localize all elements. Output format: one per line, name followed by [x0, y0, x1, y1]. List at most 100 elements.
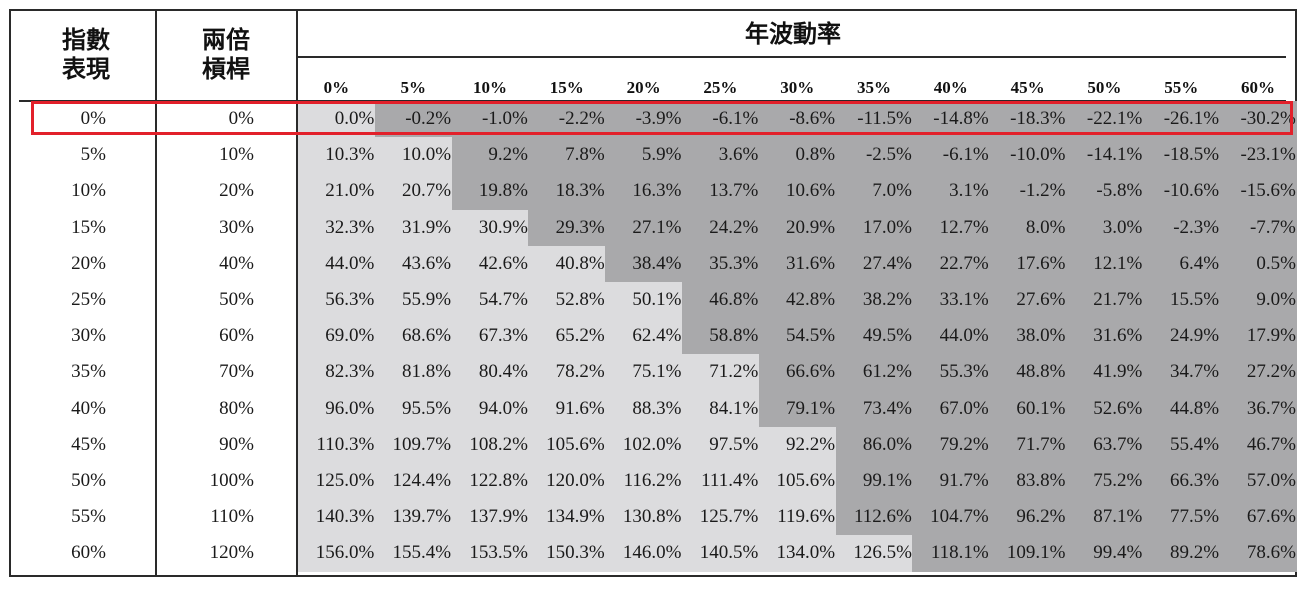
table-cell: 91.7% — [912, 463, 990, 500]
table-cell: 61.2% — [835, 354, 913, 392]
table-cell: 27.4% — [835, 245, 913, 283]
table-cell: -22.1% — [1066, 101, 1144, 138]
table-cell: 49.5% — [835, 318, 913, 355]
table-cell: 31.6% — [1066, 318, 1144, 355]
index-performance-cell: 0% — [80, 108, 106, 129]
volatility-column-header: 20% — [626, 78, 661, 97]
header-volatility: 年波動率 — [745, 20, 841, 48]
table-cell: 105.6% — [528, 426, 606, 464]
table-cell: 68.6% — [374, 318, 453, 355]
index-performance-cell: 30% — [71, 325, 106, 347]
table-cell: 35.3% — [682, 245, 760, 283]
table-cell: 38.4% — [605, 245, 683, 283]
table-cell: 82.3% — [298, 354, 376, 392]
index-performance-cell: 35% — [71, 361, 106, 383]
table-cell: -26.1% — [1142, 101, 1221, 138]
table-cell: 71.7% — [989, 426, 1067, 464]
table-cell: 46.7% — [1219, 426, 1297, 464]
table-cell: 78.6% — [1219, 535, 1297, 573]
table-cell: 99.4% — [1066, 535, 1144, 573]
table-cell: 38.0% — [989, 318, 1067, 355]
table-cell: 63.7% — [1066, 426, 1144, 464]
table-cell: -15.6% — [1219, 173, 1297, 211]
table-cell: 42.8% — [758, 282, 837, 319]
table-cell: 60.1% — [989, 390, 1067, 428]
table-cell: 8.0% — [989, 209, 1067, 247]
volatility-column-header: 15% — [549, 78, 584, 97]
table-cell: 7.0% — [835, 173, 913, 211]
table-cell: 21.0% — [298, 173, 376, 211]
table-cell: 29.3% — [528, 209, 606, 247]
volatility-column-header: 5% — [400, 78, 426, 97]
table-cell: 44.0% — [912, 318, 990, 355]
table-cell: 69.0% — [298, 318, 376, 355]
table-cell: 0.8% — [758, 137, 837, 174]
header-index-performance: 指數 表現 — [62, 26, 110, 83]
table-cell: 5.9% — [605, 137, 683, 174]
table-cell: 27.2% — [1219, 354, 1297, 392]
index-performance-cell: 5% — [80, 144, 106, 166]
table-cell: 10.6% — [758, 173, 837, 211]
table-cell: 33.1% — [912, 282, 990, 319]
volatility-column-header: 40% — [933, 78, 968, 97]
volatility-column-header: 55% — [1164, 78, 1199, 97]
table-cell: -2.3% — [1142, 209, 1221, 247]
table-cell: 44.0% — [298, 245, 376, 283]
table-cell: 46.8% — [682, 282, 760, 319]
table-cell: 66.6% — [758, 354, 837, 392]
table-cell: 50.1% — [605, 282, 683, 319]
table-cell: 75.1% — [605, 354, 683, 392]
table-cell: 77.5% — [1142, 499, 1221, 536]
table-cell: 21.7% — [1066, 282, 1144, 319]
table-cell: -2.2% — [528, 101, 606, 138]
table-cell: 73.4% — [835, 390, 913, 428]
table-cell: 104.7% — [912, 499, 990, 536]
table-cell: 30.9% — [451, 209, 529, 247]
table-cell: 105.6% — [758, 463, 837, 500]
volatility-column-header: 60% — [1240, 78, 1275, 97]
index-performance-cell: 55% — [71, 506, 106, 528]
table-cell: 110.3% — [298, 426, 376, 464]
table-cell: -10.0% — [989, 137, 1067, 174]
table-cell: 81.8% — [374, 354, 453, 392]
table-cell: 150.3% — [528, 535, 606, 573]
table-cell: 20.7% — [374, 173, 453, 211]
table-cell: 34.7% — [1142, 354, 1221, 392]
table-cell: 13.7% — [682, 173, 760, 211]
table-cell: 36.7% — [1219, 390, 1297, 428]
table-cell: 102.0% — [605, 426, 683, 464]
volatility-column-header: 10% — [472, 78, 507, 97]
leveraged-value-cell: 50% — [219, 289, 254, 310]
table-cell: 153.5% — [451, 535, 529, 573]
table-cell: 9.2% — [451, 137, 529, 174]
table-cell: 109.7% — [374, 426, 453, 464]
table-cell: 84.1% — [682, 390, 760, 428]
index-performance-cell: 10% — [71, 180, 106, 202]
index-performance-cell: 40% — [71, 397, 106, 419]
table-cell: -3.9% — [605, 101, 683, 138]
header-leveraged: 兩倍 槓桿 — [202, 26, 250, 83]
table-cell: 91.6% — [528, 390, 606, 428]
table-cell: 67.6% — [1219, 499, 1297, 536]
table-cell: 24.9% — [1142, 318, 1221, 355]
table-cell: 22.7% — [912, 245, 990, 283]
table-cell: 79.1% — [758, 390, 837, 428]
leveraged-value-cell: 10% — [219, 144, 254, 166]
table-cell: 66.3% — [1142, 463, 1221, 500]
table-cell: 62.4% — [605, 318, 683, 355]
table-cell: 15.5% — [1142, 282, 1221, 319]
table-cell: 52.6% — [1066, 390, 1144, 428]
leveraged-value-cell: 70% — [219, 361, 254, 383]
table-cell: 54.5% — [758, 318, 837, 355]
table-cell: 65.2% — [528, 318, 606, 355]
index-performance-cell: 60% — [71, 542, 106, 564]
index-performance-cell: 50% — [71, 470, 106, 491]
table-cell: 55.3% — [912, 354, 990, 392]
table-cell: -14.8% — [912, 101, 990, 138]
table-cell: 134.9% — [528, 499, 606, 536]
table-cell: -18.5% — [1142, 137, 1221, 174]
leveraged-value-cell: 30% — [219, 216, 254, 238]
table-cell: -6.1% — [682, 101, 760, 138]
table-cell: 79.2% — [912, 426, 990, 464]
table-cell: 80.4% — [451, 354, 529, 392]
